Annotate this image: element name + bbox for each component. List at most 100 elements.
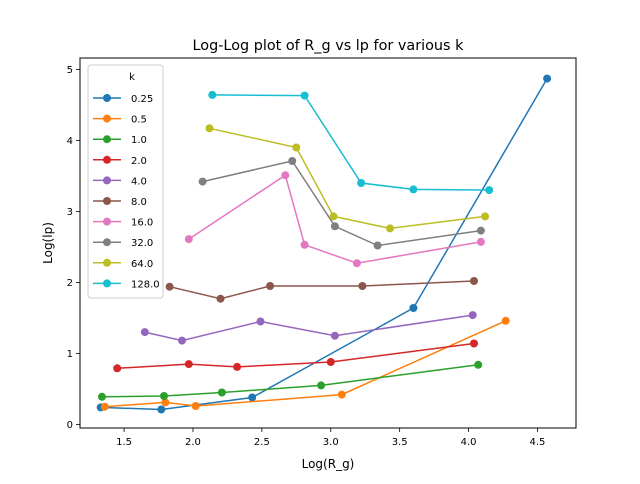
chart-title: Log-Log plot of R_g vs lp for various k (193, 38, 465, 54)
series-1 (100, 316, 510, 411)
legend: k 0.25 0.5 1.0 2.0 4.0 8.0 16.0 32.0 64.0 128.0 (87, 64, 164, 299)
data-point (288, 157, 297, 165)
data-point (191, 402, 200, 410)
data-point (474, 360, 483, 369)
x-tick-label: 4.0 (461, 437, 477, 448)
data-point (337, 390, 346, 399)
legend-item: 8.0 (93, 197, 147, 208)
legend-label: 64.0 (131, 259, 153, 270)
series-2 (98, 360, 483, 401)
legend-marker (103, 258, 111, 267)
data-point (100, 402, 109, 411)
data-point (217, 388, 226, 397)
data-point (281, 171, 290, 180)
legend-item: 0.25 (93, 94, 153, 105)
legend-label: 1.0 (131, 135, 147, 146)
data-point (326, 358, 335, 366)
legend-marker (103, 176, 111, 185)
legend-label: 16.0 (131, 218, 153, 229)
data-point (161, 398, 170, 407)
data-point (357, 179, 366, 187)
x-axis-label: Log(R_g) (302, 457, 355, 471)
data-point (205, 124, 214, 133)
legend-title: k (129, 72, 135, 83)
series-5 (165, 277, 478, 303)
legend-item: 0.5 (93, 114, 147, 126)
legend-label: 8.0 (131, 197, 147, 208)
data-point (184, 360, 193, 369)
series-6 (184, 171, 485, 268)
legend-marker (103, 94, 111, 102)
data-point (468, 311, 477, 320)
plot-area (79, 57, 577, 429)
legend-marker (103, 197, 111, 205)
data-point (330, 331, 339, 340)
data-point (292, 143, 301, 152)
x-tick-label: 2.0 (185, 437, 201, 448)
data-point (208, 90, 217, 99)
legend-marker (103, 114, 111, 123)
legend-item: 64.0 (93, 258, 153, 270)
data-point (256, 317, 265, 326)
data-point (470, 277, 478, 285)
legend-item: 2.0 (93, 155, 147, 167)
series-8 (205, 124, 490, 233)
series-9 (208, 90, 494, 195)
legend-label: 2.0 (131, 156, 147, 167)
legend-label: 32.0 (131, 238, 153, 249)
legend-item: 4.0 (93, 176, 147, 187)
x-tick-label: 3.0 (323, 437, 339, 448)
x-tick-label: 3.5 (392, 437, 408, 448)
legend-marker (103, 217, 111, 226)
y-tick-label: 0 (67, 420, 73, 431)
legend-marker (103, 155, 111, 164)
series-3 (113, 339, 478, 373)
data-point (300, 240, 309, 249)
data-point (317, 381, 326, 390)
data-point (160, 392, 168, 400)
series-7 (198, 157, 485, 250)
legend-item: 1.0 (93, 135, 147, 146)
legend-label: 128.0 (131, 279, 160, 290)
legend-item: 128.0 (93, 279, 160, 290)
data-point (543, 74, 552, 83)
y-tick-label: 2 (67, 278, 73, 289)
axes-layer: 1.5 2.0 2.5 3.0 3.5 4.0 4.5 0 1 2 3 4 5 (67, 65, 546, 448)
data-point (476, 226, 485, 235)
legend-marker (103, 238, 111, 247)
legend-item: 16.0 (93, 217, 153, 229)
legend-item: 32.0 (93, 238, 153, 249)
y-tick-label: 1 (67, 349, 73, 360)
data-point (470, 339, 478, 348)
data-point (140, 328, 149, 337)
data-point (216, 294, 225, 303)
data-point (501, 316, 510, 325)
legend-label: 0.25 (131, 94, 153, 105)
series-4 (140, 311, 477, 345)
x-tick-label: 1.5 (116, 437, 132, 448)
data-point (409, 185, 418, 194)
data-point (157, 405, 166, 414)
data-point (485, 186, 494, 195)
data-point (300, 91, 309, 100)
x-tick-label: 2.5 (254, 437, 270, 448)
data-point (266, 282, 275, 290)
legend-label: 4.0 (131, 176, 147, 187)
data-point (481, 212, 490, 221)
series-layer (96, 74, 552, 414)
legend-label: 0.5 (131, 115, 147, 126)
legend-marker (103, 279, 111, 288)
data-point (476, 237, 485, 246)
data-point (329, 212, 338, 221)
y-tick-label: 5 (67, 65, 73, 76)
data-point (386, 224, 394, 233)
data-point (358, 282, 367, 290)
data-point (165, 282, 174, 291)
data-point (198, 177, 207, 186)
data-point (373, 241, 382, 250)
data-point (248, 393, 257, 402)
y-tick-label: 3 (67, 207, 73, 218)
data-point (233, 362, 242, 371)
